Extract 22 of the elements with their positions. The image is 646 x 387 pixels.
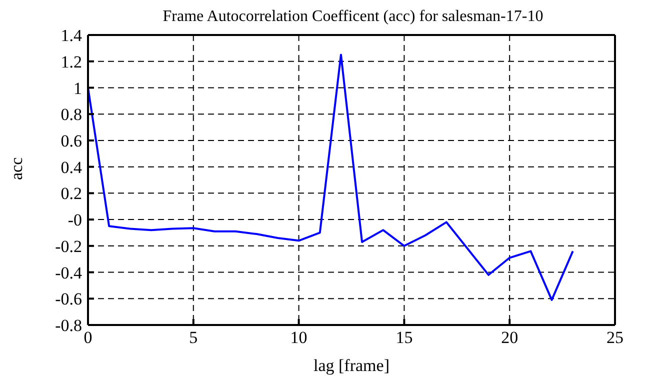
x-tick-label: 0 <box>84 328 92 348</box>
x-tick-label: 20 <box>501 328 518 348</box>
y-tick-label: -0.8 <box>55 316 82 336</box>
y-tick-label: -0.2 <box>55 236 82 256</box>
y-tick-label: 0.2 <box>60 184 82 204</box>
x-tick-label: 10 <box>290 328 308 348</box>
y-tick-label: 0.4 <box>60 158 82 177</box>
y-tick-label: 0.6 <box>60 131 82 150</box>
y-tick-label: 1.2 <box>60 52 82 72</box>
x-axis-title: lag [frame] <box>314 356 390 375</box>
y-tick-label: 1 <box>74 78 82 98</box>
chart-title: Frame Autocorrelation Coefficent (acc) for salesman-17-10 <box>162 8 544 25</box>
y-axis-title: acc <box>7 156 26 180</box>
x-tick-label: 25 <box>606 328 624 348</box>
y-tick-label: -0.4 <box>55 263 82 282</box>
line-series <box>88 54 574 301</box>
x-tick-label: 15 <box>396 328 413 348</box>
y-tick-label: 1.4 <box>60 26 82 46</box>
x-tick-label: 5 <box>189 328 198 348</box>
y-tick-label: -0 <box>68 210 82 230</box>
y-tick-label: -0.6 <box>55 290 82 309</box>
y-tick-label: 0.8 <box>60 105 82 124</box>
